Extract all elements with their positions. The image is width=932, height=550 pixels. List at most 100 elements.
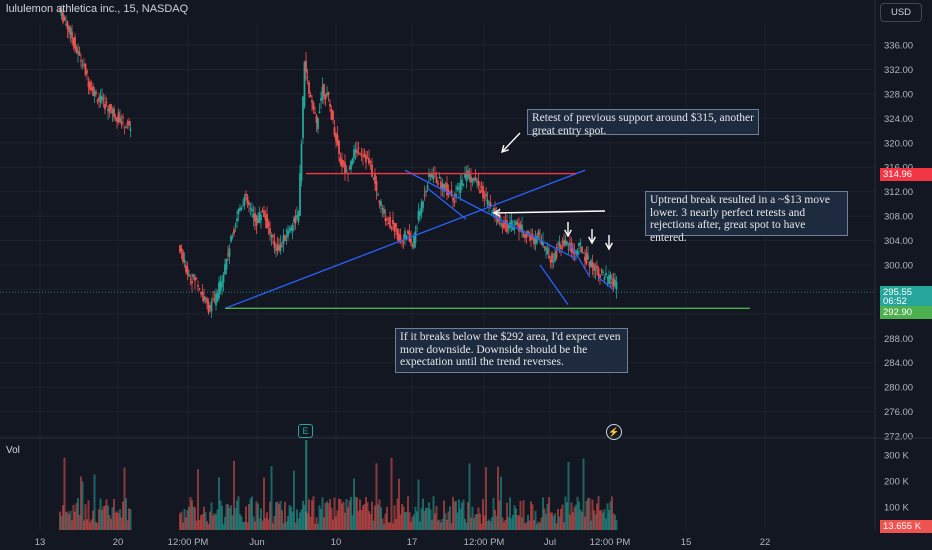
candle-body bbox=[485, 193, 487, 197]
volume-bar bbox=[576, 496, 579, 530]
candle-body bbox=[446, 183, 448, 196]
volume-bar bbox=[93, 474, 96, 530]
candle-body bbox=[219, 280, 222, 291]
candle-body bbox=[455, 193, 457, 198]
candle-body bbox=[498, 213, 501, 221]
volume-bar bbox=[362, 505, 364, 530]
volume-bar bbox=[89, 522, 91, 530]
candle-body bbox=[366, 158, 369, 160]
volume-label: Vol bbox=[6, 445, 20, 456]
price-tick-label: 336.00 bbox=[884, 41, 913, 52]
volume-bar bbox=[585, 500, 588, 530]
volume-bar bbox=[104, 505, 106, 530]
candle-body bbox=[573, 252, 576, 255]
volume-bar bbox=[122, 501, 124, 530]
candle-body bbox=[432, 175, 435, 180]
volume-bar bbox=[545, 513, 547, 530]
price-tick-label: 288.00 bbox=[884, 334, 913, 345]
candle-body bbox=[249, 208, 252, 210]
candle-body bbox=[117, 112, 120, 123]
volume-bar bbox=[219, 500, 222, 530]
candle-body bbox=[281, 245, 283, 247]
volume-bar bbox=[198, 519, 201, 530]
volume-bar bbox=[321, 497, 324, 530]
currency-button[interactable]: USD bbox=[880, 3, 922, 22]
volume-bar bbox=[510, 518, 513, 530]
candle-body bbox=[411, 244, 414, 247]
candle-body bbox=[600, 270, 603, 271]
candle-body bbox=[287, 230, 289, 237]
candle-body bbox=[435, 176, 438, 183]
volume-bar bbox=[503, 521, 505, 530]
volume-bar bbox=[299, 512, 301, 530]
candle-body bbox=[372, 177, 375, 179]
candle-body bbox=[588, 261, 591, 267]
candle-body bbox=[306, 76, 309, 78]
candle-body bbox=[228, 248, 231, 257]
volume-bar bbox=[582, 458, 585, 530]
volume-bar bbox=[206, 521, 208, 530]
current-volume-label: 13.655 K bbox=[880, 520, 932, 533]
candle-body bbox=[332, 110, 334, 120]
candle-body bbox=[396, 228, 399, 240]
candle-body bbox=[119, 117, 121, 123]
volume-bar bbox=[384, 513, 387, 530]
earnings-marker[interactable]: E bbox=[298, 424, 313, 438]
candle-body bbox=[321, 86, 324, 100]
volume-bar bbox=[462, 499, 465, 530]
candle-body bbox=[108, 105, 111, 113]
candle-body bbox=[390, 227, 393, 229]
candle-body bbox=[530, 233, 532, 241]
annotation-uptrend-break[interactable]: Uptrend break resulted in a ~$13 move lo… bbox=[645, 191, 848, 244]
volume-bar bbox=[371, 501, 373, 530]
candle-body bbox=[234, 225, 237, 227]
volume-bar bbox=[194, 507, 196, 530]
volume-bar bbox=[360, 510, 363, 530]
candle-body bbox=[369, 161, 372, 163]
candle-body bbox=[611, 282, 613, 284]
volume-bar bbox=[602, 512, 604, 530]
candle-body bbox=[98, 97, 100, 100]
volume-bar bbox=[591, 499, 594, 530]
volume-bar bbox=[78, 514, 81, 530]
candle-body bbox=[122, 117, 124, 118]
candle-body bbox=[221, 282, 223, 288]
volume-bar bbox=[114, 512, 117, 530]
price-tick-label: 300.00 bbox=[884, 260, 913, 271]
annotation-breakdown[interactable]: If it breaks below the $292 area, I'd ex… bbox=[395, 328, 628, 373]
annotation-retest[interactable]: Retest of previous support around $315, … bbox=[527, 109, 759, 137]
volume-bar bbox=[408, 512, 411, 530]
volume-bar bbox=[423, 510, 426, 530]
candle-body bbox=[120, 121, 123, 125]
candle-body bbox=[585, 252, 588, 264]
candle-body bbox=[201, 292, 204, 296]
time-tick-label: 12:00 PM bbox=[590, 537, 631, 548]
candle-body bbox=[555, 250, 558, 258]
arrow-rejection-1-head bbox=[564, 229, 572, 238]
candle-body bbox=[549, 259, 552, 263]
candle-body bbox=[380, 201, 382, 207]
volume-bar bbox=[389, 522, 391, 530]
candle-body bbox=[351, 158, 354, 164]
candle-body bbox=[297, 211, 300, 222]
dividend-lightning-icon[interactable]: ⚡ bbox=[606, 424, 622, 440]
candle-body bbox=[377, 194, 379, 196]
candle-body bbox=[263, 211, 265, 218]
candle-body bbox=[284, 235, 286, 241]
candle-body bbox=[296, 215, 298, 218]
volume-bar bbox=[593, 509, 595, 530]
candle-body bbox=[468, 173, 471, 179]
volume-bar bbox=[609, 501, 612, 530]
volume-bar bbox=[458, 499, 460, 530]
candle-body bbox=[354, 148, 357, 153]
volume-bar bbox=[596, 503, 598, 530]
candle-body bbox=[194, 277, 196, 281]
candle-body bbox=[602, 271, 604, 273]
candle-body bbox=[318, 111, 321, 114]
volume-bar bbox=[113, 498, 115, 530]
volume-bar bbox=[413, 514, 415, 530]
candle-body bbox=[470, 176, 472, 183]
volume-bar bbox=[216, 509, 219, 530]
candle-body bbox=[291, 225, 294, 231]
